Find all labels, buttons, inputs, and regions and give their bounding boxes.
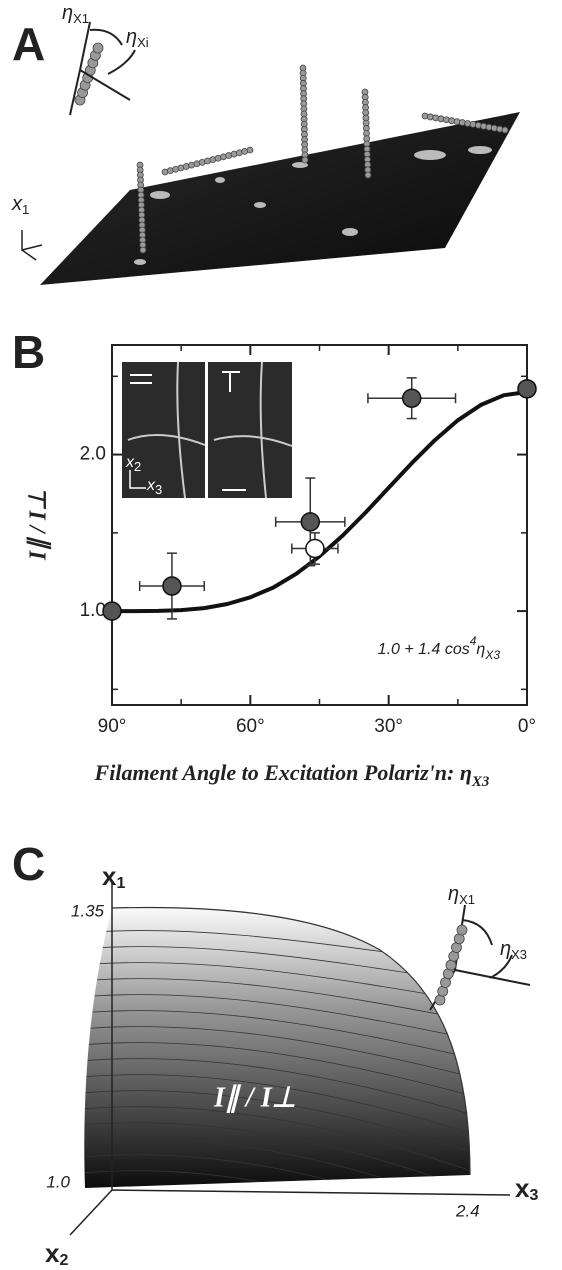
subscript: 3	[155, 482, 162, 497]
axis-label: x2	[45, 1238, 68, 1269]
x-tick-label: 90°	[98, 716, 127, 737]
panel-label: C	[12, 838, 45, 890]
subscript: X1	[73, 11, 89, 26]
axis-label: x3	[515, 1173, 538, 1204]
figure: A ηX1 ηXi x1 B x2 x3 1.0 + 1.4 cos4ηX3 I…	[0, 0, 562, 1270]
eta: η	[62, 2, 73, 24]
fit-annotation: 1.0 + 1.4 cos4ηX3	[378, 634, 501, 662]
surface-plot	[84, 907, 470, 1188]
subscript: X3	[511, 947, 527, 962]
surface-plot	[40, 112, 520, 285]
bead	[457, 925, 467, 935]
x-tick-label: 60°	[236, 716, 265, 737]
eta-label: ηX1	[62, 2, 89, 26]
data-point	[403, 389, 421, 407]
y-axis-label: I∥ / I⊥	[26, 490, 52, 561]
filament-rod	[435, 925, 467, 1005]
subscript: X3	[484, 648, 500, 662]
subscript: X1	[459, 892, 475, 907]
open-data-point	[306, 539, 324, 557]
axis-symbol: x	[515, 1173, 530, 1203]
subscript: 1	[22, 202, 29, 217]
bead	[502, 127, 508, 133]
x-axis-label: Filament Angle to Excitation Polariz'n: …	[94, 760, 490, 790]
panel-c: C x1 x2 x3 1.35 1.0 2.4 I∥ / I⊥ ηX1 ηX3	[12, 838, 538, 1269]
axis-tick-label: 1.0	[46, 1172, 70, 1191]
panel-label: B	[12, 326, 45, 378]
data-point	[163, 577, 181, 595]
eta: η	[500, 938, 511, 960]
bead	[302, 157, 308, 163]
panel-b: B x2 x3 1.0 + 1.4 cos4ηX3 I∥ / I⊥ Filame…	[12, 326, 536, 790]
axis-glyph	[22, 230, 42, 260]
y-tick-label: 2.0	[80, 444, 106, 465]
inset-image	[208, 362, 292, 498]
bead	[93, 43, 103, 53]
subscript: Xi	[137, 35, 149, 50]
axis-label: x1	[102, 861, 125, 892]
x-tick-label: 30°	[374, 716, 403, 737]
eta-label: ηX3	[500, 938, 527, 962]
x-axis-text: Filament Angle to Excitation Polariz'n: …	[94, 760, 472, 785]
eta: η	[476, 641, 485, 658]
data-point	[103, 602, 121, 620]
axis-label: x1	[11, 193, 29, 217]
axis-symbol: x	[102, 861, 117, 891]
axis-tick-label: 2.4	[455, 1201, 480, 1220]
x-tick-label: 0°	[518, 716, 536, 737]
data-point	[518, 380, 536, 398]
eta-label: ηX1	[448, 883, 475, 907]
axis-symbol: x	[45, 1238, 60, 1268]
bead	[247, 147, 253, 153]
bead	[140, 247, 146, 253]
subscript: 3	[529, 1187, 538, 1204]
bead	[365, 172, 371, 178]
panel-a: A ηX1 ηXi x1	[11, 2, 520, 285]
data-point	[301, 513, 319, 531]
subscript: 1	[116, 875, 125, 892]
y-tick-label: 1.0	[80, 600, 106, 621]
formula: 1.0 + 1.4 cos	[378, 641, 470, 658]
eta-label: ηXi	[126, 26, 149, 50]
surface-label: I∥ / I⊥	[213, 1082, 296, 1113]
eta: η	[126, 26, 137, 48]
subscript: 2	[59, 1252, 68, 1269]
panel-label: A	[12, 18, 45, 70]
axis-tick-label: 1.35	[71, 901, 105, 920]
subscript: 2	[134, 459, 141, 474]
subscript: X3	[471, 774, 490, 790]
eta: η	[448, 883, 459, 905]
